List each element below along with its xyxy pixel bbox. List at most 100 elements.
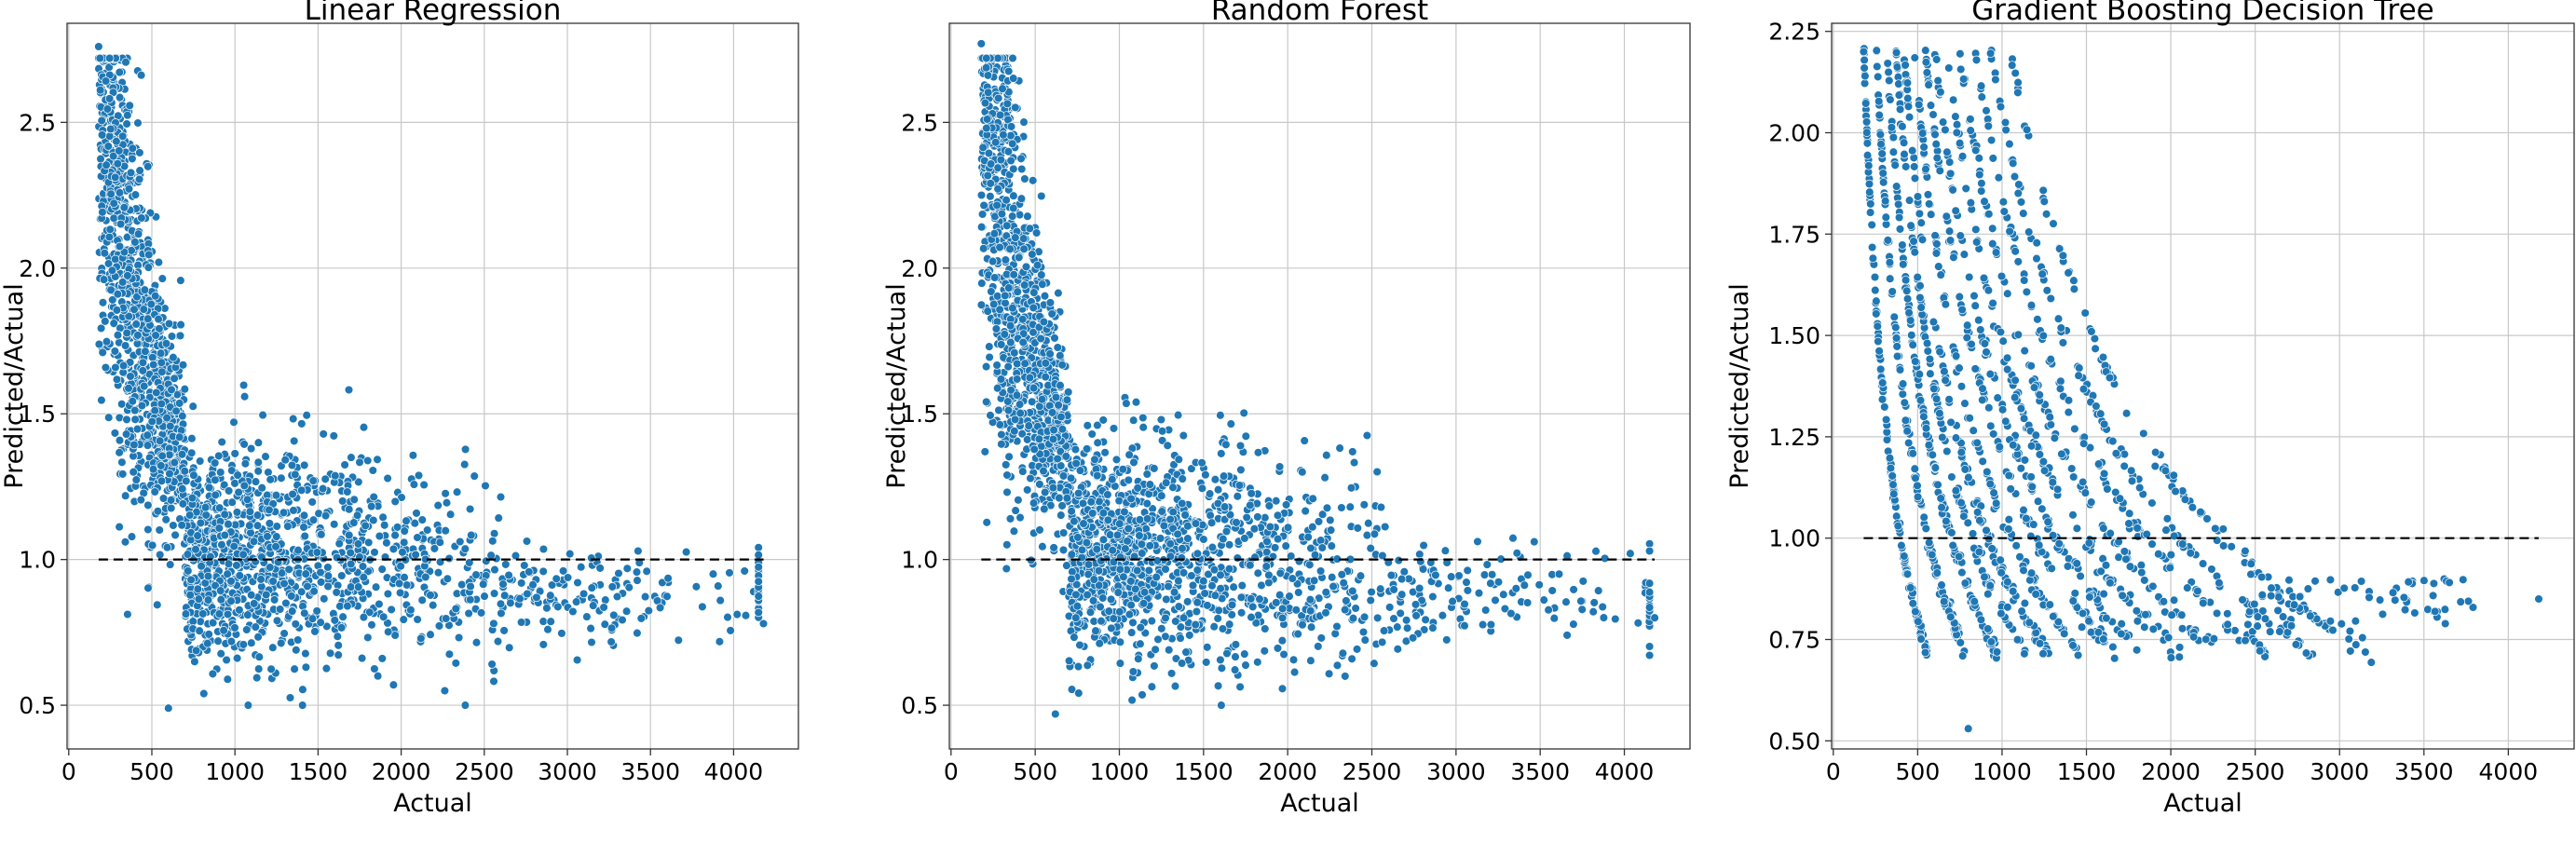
data-point <box>1062 395 1072 405</box>
data-point <box>1217 663 1227 673</box>
data-point <box>732 609 742 619</box>
data-point <box>1103 490 1112 499</box>
data-point <box>166 421 175 431</box>
data-point <box>265 505 274 515</box>
data-point <box>1316 633 1327 643</box>
data-point <box>106 189 116 199</box>
data-point <box>1277 613 1288 623</box>
data-point <box>287 460 297 470</box>
data-point <box>296 587 307 597</box>
data-point <box>1309 576 1319 586</box>
data-point <box>223 609 233 619</box>
data-point <box>1121 544 1130 553</box>
data-point <box>496 599 506 609</box>
data-point <box>1105 530 1115 539</box>
data-point <box>1314 642 1323 651</box>
data-point <box>1339 578 1348 588</box>
data-point <box>476 608 486 618</box>
data-point <box>1232 518 1241 527</box>
data-point <box>1326 525 1336 535</box>
data-point <box>1414 583 1424 593</box>
data-point <box>387 605 396 615</box>
data-point <box>257 581 266 592</box>
data-point <box>106 124 116 134</box>
data-point <box>1128 667 1138 676</box>
data-point <box>1480 605 1491 615</box>
data-point <box>191 545 200 554</box>
data-point <box>538 544 549 554</box>
data-point <box>138 366 148 375</box>
data-point <box>989 228 1000 238</box>
data-point <box>157 451 167 461</box>
data-point <box>1135 531 1144 540</box>
data-point <box>1227 600 1237 610</box>
data-point <box>565 549 575 559</box>
data-point <box>1022 435 1032 444</box>
data-point <box>226 596 236 605</box>
data-point <box>1330 629 1340 639</box>
data-point <box>208 669 218 679</box>
data-point <box>151 331 160 340</box>
data-point <box>1070 444 1081 455</box>
data-point <box>1882 435 1892 444</box>
data-point <box>143 263 154 272</box>
data-point <box>1132 565 1142 576</box>
data-point <box>1183 534 1193 543</box>
data-point <box>1298 619 1307 630</box>
data-point <box>723 612 732 622</box>
data-point <box>1170 681 1180 691</box>
data-point <box>754 563 763 572</box>
data-point <box>573 578 582 588</box>
x-tick-label: 2000 <box>372 758 431 785</box>
data-point <box>993 93 1003 103</box>
data-point <box>246 528 255 537</box>
data-point <box>1092 544 1102 554</box>
data-point <box>1253 448 1263 457</box>
data-point <box>586 623 595 633</box>
data-point <box>97 130 107 140</box>
data-point <box>1493 578 1504 587</box>
data-point <box>1010 427 1019 436</box>
data-point <box>98 208 107 217</box>
data-point <box>1279 649 1288 660</box>
data-point <box>601 595 610 605</box>
data-point <box>1045 298 1056 307</box>
data-point <box>1019 117 1029 127</box>
data-point <box>200 502 211 512</box>
data-point <box>1360 635 1370 645</box>
data-point <box>999 130 1008 140</box>
data-point <box>1011 102 1020 113</box>
data-point <box>1144 565 1154 576</box>
data-point <box>1340 605 1350 615</box>
data-point <box>363 537 374 548</box>
data-point <box>340 460 349 469</box>
data-point <box>1050 333 1059 343</box>
data-point <box>1048 483 1058 493</box>
data-point <box>110 428 120 438</box>
data-point <box>1222 648 1232 659</box>
data-point <box>980 98 990 108</box>
data-point <box>112 374 122 385</box>
data-point <box>1165 539 1175 549</box>
data-point <box>421 572 430 582</box>
data-point <box>1129 457 1138 468</box>
data-point <box>1235 441 1246 451</box>
data-point <box>1335 443 1344 453</box>
data-point <box>136 70 146 80</box>
data-point <box>996 340 1006 349</box>
data-point <box>101 76 111 86</box>
data-point <box>1009 526 1019 536</box>
data-point <box>290 664 299 673</box>
data-point <box>129 440 139 450</box>
data-point <box>1001 460 1011 469</box>
data-point <box>1008 74 1018 83</box>
data-point <box>230 449 239 458</box>
data-point <box>691 582 702 592</box>
data-point <box>1090 455 1099 465</box>
data-point <box>1265 522 1275 532</box>
data-point <box>347 453 356 462</box>
data-point <box>253 633 263 642</box>
data-point <box>175 331 185 341</box>
data-point <box>378 612 388 622</box>
data-point <box>1026 473 1035 483</box>
